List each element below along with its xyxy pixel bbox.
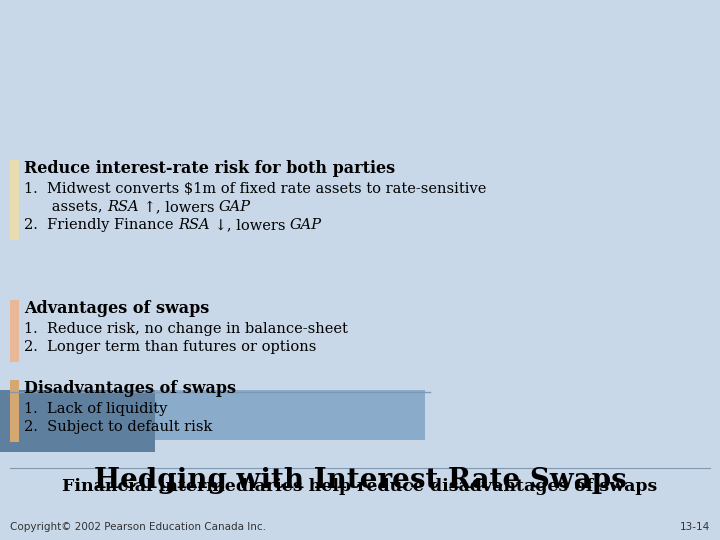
FancyBboxPatch shape [10, 160, 19, 240]
Text: 1.  Midwest converts $1m of fixed rate assets to rate-sensitive: 1. Midwest converts $1m of fixed rate as… [24, 182, 487, 196]
Text: RSA: RSA [107, 200, 139, 214]
Text: ↓, lowers: ↓, lowers [210, 218, 290, 232]
Text: GAP: GAP [290, 218, 322, 232]
Text: Reduce interest-rate risk for both parties: Reduce interest-rate risk for both parti… [24, 160, 395, 177]
FancyBboxPatch shape [10, 300, 19, 362]
Text: RSA: RSA [178, 218, 210, 232]
Text: assets,: assets, [24, 200, 107, 214]
Text: GAP: GAP [219, 200, 251, 214]
Text: 2.  Longer term than futures or options: 2. Longer term than futures or options [24, 340, 316, 354]
Text: Financial intermediaries help reduce disadvantages of swaps: Financial intermediaries help reduce dis… [63, 478, 657, 495]
Text: Hedging with Interest Rate Swaps: Hedging with Interest Rate Swaps [94, 467, 626, 494]
Text: Disadvantages of swaps: Disadvantages of swaps [24, 380, 236, 397]
Text: 13-14: 13-14 [680, 522, 710, 532]
Text: Copyright© 2002 Pearson Education Canada Inc.: Copyright© 2002 Pearson Education Canada… [10, 522, 266, 532]
FancyBboxPatch shape [10, 380, 19, 442]
Text: 2.  Subject to default risk: 2. Subject to default risk [24, 420, 212, 434]
Text: ↑, lowers: ↑, lowers [139, 200, 219, 214]
FancyBboxPatch shape [0, 390, 155, 452]
Text: 2.  Friendly Finance: 2. Friendly Finance [24, 218, 178, 232]
Text: Advantages of swaps: Advantages of swaps [24, 300, 210, 317]
Text: 1.  Lack of liquidity: 1. Lack of liquidity [24, 402, 167, 416]
Text: 1.  Reduce risk, no change in balance-sheet: 1. Reduce risk, no change in balance-she… [24, 322, 348, 336]
FancyBboxPatch shape [155, 390, 425, 440]
